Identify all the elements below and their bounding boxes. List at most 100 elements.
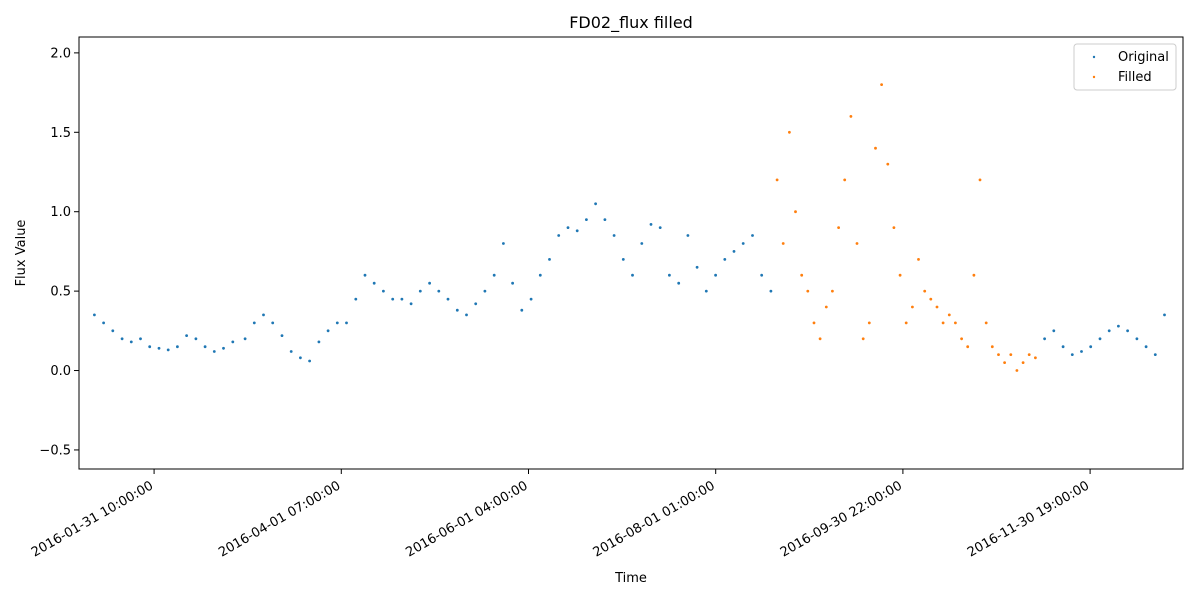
point-original-39 xyxy=(455,308,459,312)
point-original-83 xyxy=(1126,329,1129,333)
point-original-37 xyxy=(437,289,441,293)
point-original-27 xyxy=(345,321,348,325)
point-original-38 xyxy=(446,297,450,301)
point-original-12 xyxy=(203,345,207,349)
y-tick-label-0: −0.5 xyxy=(39,443,71,458)
point-original-30 xyxy=(372,281,376,285)
point-filled-36 xyxy=(997,353,1000,356)
point-filled-2 xyxy=(788,130,791,134)
point-original-53 xyxy=(585,218,588,222)
point-original-75 xyxy=(1052,329,1056,333)
point-filled-4 xyxy=(800,273,804,277)
point-filled-30 xyxy=(960,337,963,341)
point-original-28 xyxy=(354,297,358,301)
point-original-45 xyxy=(511,281,514,285)
point-filled-10 xyxy=(837,226,840,230)
point-filled-33 xyxy=(978,178,982,182)
point-original-32 xyxy=(391,297,395,301)
point-original-69 xyxy=(732,250,736,253)
point-original-51 xyxy=(566,226,570,230)
point-original-81 xyxy=(1107,329,1111,333)
point-original-57 xyxy=(621,258,625,261)
point-original-65 xyxy=(695,265,699,269)
point-filled-39 xyxy=(1015,369,1019,372)
point-original-60 xyxy=(649,223,653,226)
point-original-7 xyxy=(157,346,161,350)
point-filled-15 xyxy=(867,321,871,325)
point-original-72 xyxy=(760,273,764,277)
point-original-15 xyxy=(231,340,235,344)
point-original-56 xyxy=(612,234,616,237)
point-original-35 xyxy=(418,289,422,293)
point-original-64 xyxy=(686,234,690,237)
point-filled-22 xyxy=(911,305,914,309)
point-original-59 xyxy=(640,242,644,245)
point-original-34 xyxy=(409,302,413,306)
point-filled-7 xyxy=(818,337,822,341)
point-filled-41 xyxy=(1027,353,1031,356)
point-original-79 xyxy=(1089,345,1093,349)
point-filled-5 xyxy=(806,289,810,293)
point-original-55 xyxy=(603,218,607,222)
point-original-67 xyxy=(714,273,717,277)
point-original-26 xyxy=(335,321,339,325)
legend-box xyxy=(1073,43,1177,91)
point-filled-12 xyxy=(849,115,853,118)
point-filled-20 xyxy=(898,273,902,277)
point-original-76 xyxy=(1061,345,1065,349)
point-filled-24 xyxy=(923,289,927,293)
point-original-43 xyxy=(492,273,496,277)
point-original-13 xyxy=(212,350,216,353)
point-original-68 xyxy=(723,258,727,261)
point-original-49 xyxy=(548,258,551,261)
point-original-11 xyxy=(194,337,198,341)
point-filled-6 xyxy=(812,321,816,325)
y-tick-label-2: 0.5 xyxy=(50,285,71,300)
point-original-2 xyxy=(111,329,115,333)
point-original-8 xyxy=(166,348,170,352)
point-filled-23 xyxy=(917,258,920,261)
point-original-22 xyxy=(299,356,302,360)
point-original-20 xyxy=(280,334,284,337)
point-filled-27 xyxy=(941,321,945,325)
point-filled-21 xyxy=(904,321,908,325)
point-original-62 xyxy=(668,273,671,277)
point-filled-25 xyxy=(929,297,933,301)
point-original-46 xyxy=(520,308,524,312)
point-original-50 xyxy=(557,234,561,237)
legend-marker-filled xyxy=(1092,75,1096,79)
legend: Original Filled xyxy=(1073,43,1177,91)
point-original-87 xyxy=(1163,313,1166,317)
point-filled-0 xyxy=(775,178,779,182)
point-original-70 xyxy=(741,242,745,245)
legend-label-filled: Filled xyxy=(1118,70,1152,85)
point-original-41 xyxy=(474,302,478,306)
point-filled-29 xyxy=(954,321,957,325)
point-filled-19 xyxy=(892,226,896,230)
point-original-36 xyxy=(428,281,431,285)
point-filled-17 xyxy=(880,83,883,86)
point-original-24 xyxy=(317,340,321,344)
point-original-63 xyxy=(677,281,681,285)
point-original-44 xyxy=(502,242,505,245)
point-original-86 xyxy=(1153,353,1157,356)
point-original-0 xyxy=(93,313,96,317)
y-tick-label-4: 1.5 xyxy=(50,126,71,141)
point-filled-26 xyxy=(935,305,939,309)
point-filled-1 xyxy=(781,242,785,245)
point-filled-16 xyxy=(874,146,877,150)
point-original-73 xyxy=(769,289,773,293)
point-original-6 xyxy=(148,345,152,349)
point-filled-42 xyxy=(1034,356,1037,360)
y-tick-label-5: 2.0 xyxy=(50,46,71,61)
point-filled-18 xyxy=(886,162,890,166)
point-filled-14 xyxy=(861,337,865,341)
point-filled-3 xyxy=(794,210,797,214)
point-original-61 xyxy=(658,226,662,230)
legend-label-original: Original xyxy=(1118,50,1169,65)
point-original-23 xyxy=(308,359,311,363)
point-filled-40 xyxy=(1021,361,1025,364)
point-filled-11 xyxy=(843,178,847,182)
